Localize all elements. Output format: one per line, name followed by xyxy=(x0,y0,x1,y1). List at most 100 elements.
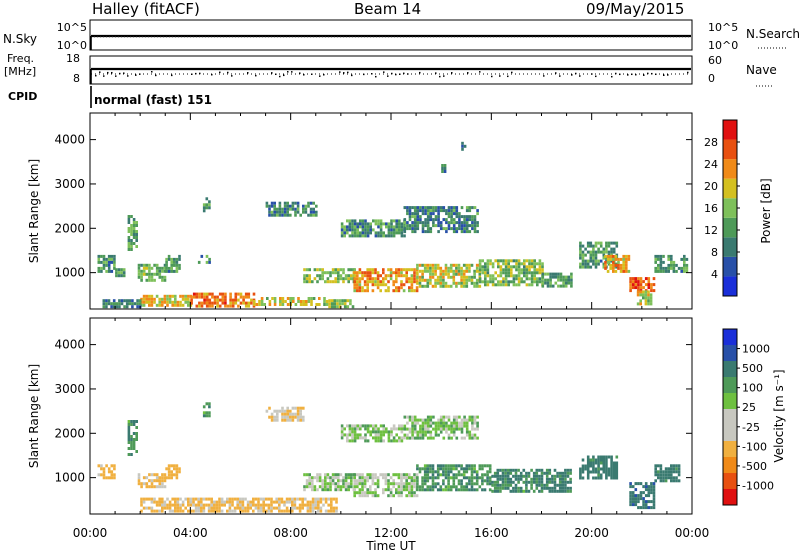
velocity-cell xyxy=(599,461,603,465)
nave-dot xyxy=(491,75,493,78)
power-cell xyxy=(363,271,367,275)
power-cell xyxy=(654,266,657,270)
power-cell xyxy=(390,219,393,223)
power-cell xyxy=(528,265,531,269)
power-cell xyxy=(631,277,635,281)
velocity-cell xyxy=(400,430,404,434)
power-cell xyxy=(473,227,477,231)
velocity-cell xyxy=(207,497,211,501)
velocity-cell xyxy=(337,473,340,477)
power-cell xyxy=(426,281,430,285)
power-cell xyxy=(586,250,590,254)
power-cell xyxy=(507,271,510,275)
power-cell xyxy=(150,266,154,270)
velocity-colorbar-tick-label: -500 xyxy=(742,460,767,473)
velocity-cell xyxy=(110,470,114,474)
velocity-cell xyxy=(369,488,372,492)
power-cell xyxy=(343,302,347,306)
power-cell xyxy=(234,298,238,302)
power-cell xyxy=(610,250,613,254)
velocity-cell xyxy=(475,482,479,486)
velocity-cell xyxy=(236,497,239,501)
power-cell xyxy=(224,295,227,299)
power-cell xyxy=(406,212,409,216)
velocity-echo-patch xyxy=(97,464,116,480)
power-cell xyxy=(371,271,375,275)
power-cell xyxy=(200,295,204,299)
velocity-cell xyxy=(647,491,651,495)
velocity-colorbar-tick-label: 500 xyxy=(742,362,763,375)
power-cell xyxy=(418,269,422,273)
velocity-cell xyxy=(610,461,613,465)
power-cell xyxy=(161,266,164,270)
velocity-cell xyxy=(324,476,327,480)
power-cell xyxy=(371,280,375,284)
power-cell xyxy=(612,250,616,254)
velocity-cell xyxy=(586,461,590,465)
velocity-cell xyxy=(127,420,131,423)
power-cell xyxy=(489,280,492,284)
velocity-cell xyxy=(102,470,106,474)
power-cell xyxy=(140,272,143,276)
power-cell xyxy=(475,266,479,270)
velocity-cell xyxy=(675,470,678,474)
velocity-cell xyxy=(218,509,221,513)
velocity-echo-patch xyxy=(403,415,479,440)
power-cell xyxy=(455,272,458,276)
power-cell xyxy=(115,274,118,278)
velocity-cell xyxy=(442,427,446,431)
power-cell xyxy=(356,277,359,281)
velocity-cell xyxy=(351,427,354,431)
velocity-cell xyxy=(564,483,567,487)
velocity-cell xyxy=(107,476,111,480)
power-cell xyxy=(118,299,121,303)
power-cell xyxy=(533,277,536,281)
power-cell xyxy=(418,275,422,279)
velocity-cell xyxy=(530,468,533,472)
power-cell xyxy=(416,263,419,267)
power-cell xyxy=(326,271,330,275)
velocity-cell xyxy=(553,477,557,481)
power-cell xyxy=(413,280,416,284)
velocity-cell xyxy=(558,474,562,478)
velocity-cell xyxy=(670,473,673,477)
velocity-cell xyxy=(324,479,327,483)
velocity-cell xyxy=(377,433,380,437)
velocity-cell xyxy=(532,489,536,493)
power-colorbar-label: Power [dB] xyxy=(759,178,773,243)
power-cell xyxy=(437,215,440,219)
power-cell xyxy=(105,260,108,264)
velocity-cell xyxy=(597,458,600,462)
power-cell xyxy=(416,224,420,228)
velocity-cell xyxy=(356,436,359,440)
velocity-cell xyxy=(434,430,438,434)
power-cell xyxy=(150,294,154,298)
velocity-cell xyxy=(329,488,332,492)
power-cell xyxy=(239,301,243,305)
power-cell xyxy=(410,283,414,287)
velocity-cell xyxy=(351,433,354,437)
power-cell xyxy=(161,269,164,273)
velocity-cell xyxy=(475,470,479,474)
power-cell xyxy=(609,266,612,270)
power-cell xyxy=(107,266,111,270)
velocity-cell xyxy=(447,467,450,471)
power-cell xyxy=(634,283,638,287)
power-cell xyxy=(622,260,625,264)
velocity-cell xyxy=(564,480,567,484)
nsky-tick-bottom: 10^0 xyxy=(57,39,87,52)
velocity-cell xyxy=(509,471,513,475)
nave-dot xyxy=(291,71,293,73)
power-echo-patch xyxy=(541,272,573,288)
velocity-cell xyxy=(347,482,350,486)
velocity-cell xyxy=(527,471,531,475)
velocity-cell xyxy=(150,482,154,486)
power-cell xyxy=(366,274,369,278)
velocity-cell xyxy=(470,473,474,477)
velocity-cell xyxy=(530,486,533,490)
velocity-cell xyxy=(207,509,211,513)
velocity-cell xyxy=(519,474,523,478)
power-cell xyxy=(481,265,484,269)
power-cell xyxy=(452,272,456,276)
velocity-cell xyxy=(376,482,380,486)
